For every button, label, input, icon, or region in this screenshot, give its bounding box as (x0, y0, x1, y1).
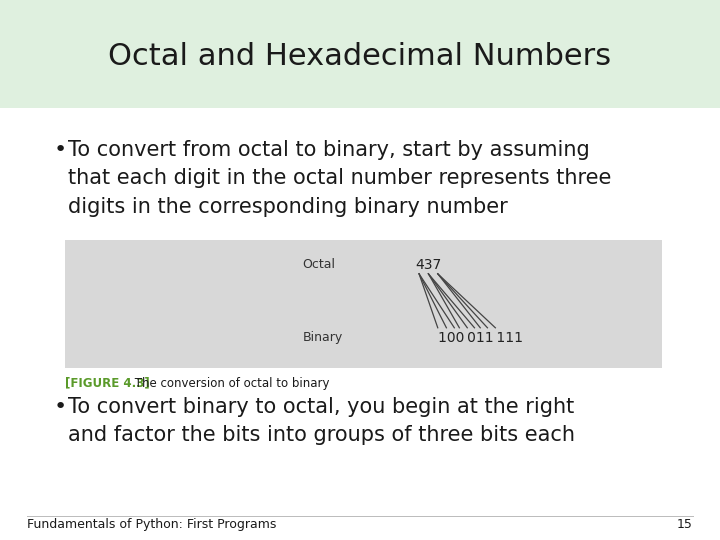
Text: Binary: Binary (302, 331, 343, 344)
Text: Octal: Octal (302, 258, 336, 271)
Text: that each digit in the octal number represents three: that each digit in the octal number repr… (68, 168, 612, 188)
Text: Octal and Hexadecimal Numbers: Octal and Hexadecimal Numbers (109, 42, 611, 71)
Text: •: • (54, 397, 67, 417)
Text: To convert from octal to binary, start by assuming: To convert from octal to binary, start b… (68, 140, 590, 160)
Text: and factor the bits into groups of three bits each: and factor the bits into groups of three… (68, 425, 575, 445)
Text: Fundamentals of Python: First Programs: Fundamentals of Python: First Programs (27, 518, 276, 531)
Text: The conversion of octal to binary: The conversion of octal to binary (131, 377, 330, 390)
FancyBboxPatch shape (0, 0, 720, 108)
Text: 15: 15 (677, 518, 693, 531)
Text: [FIGURE 4.3]: [FIGURE 4.3] (65, 377, 150, 390)
Text: To convert binary to octal, you begin at the right: To convert binary to octal, you begin at… (68, 397, 575, 417)
FancyBboxPatch shape (65, 240, 662, 368)
Text: 437: 437 (415, 258, 441, 272)
Text: •: • (54, 140, 67, 160)
Text: 100 011 111: 100 011 111 (438, 330, 523, 345)
Text: digits in the corresponding binary number: digits in the corresponding binary numbe… (68, 197, 508, 217)
